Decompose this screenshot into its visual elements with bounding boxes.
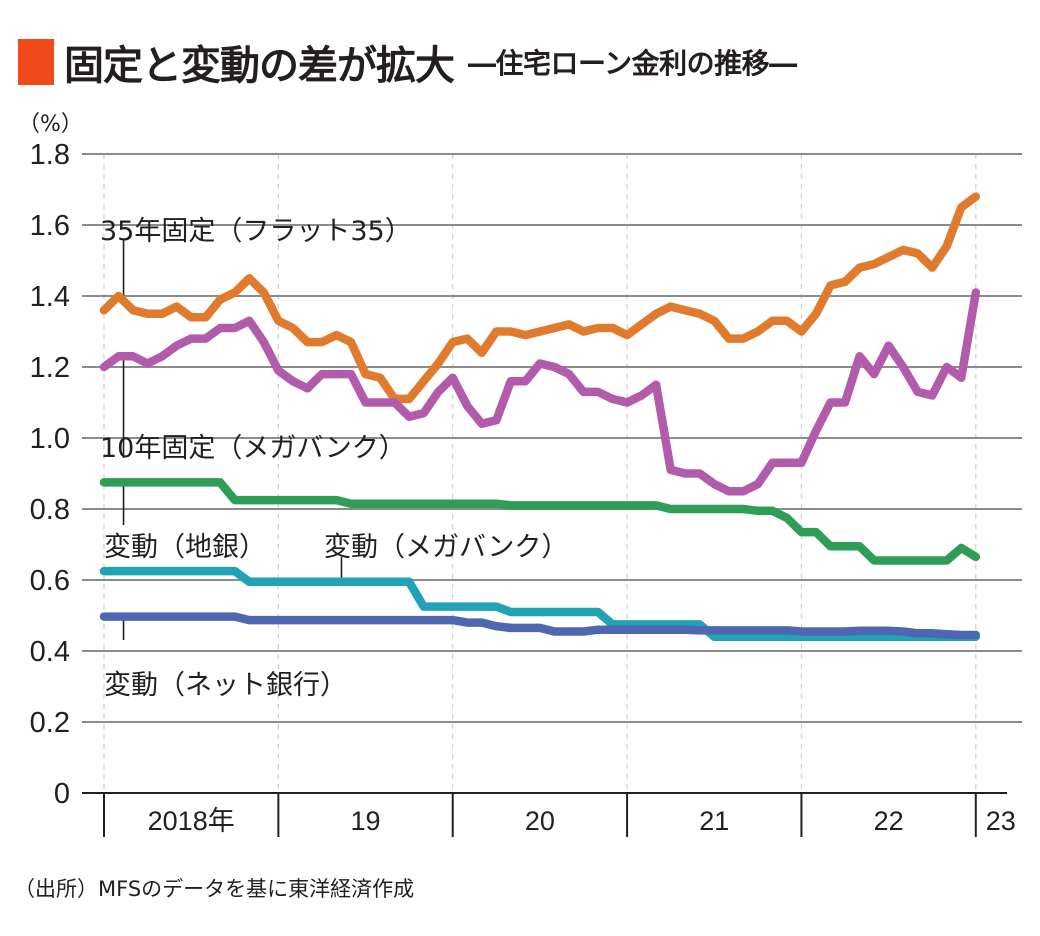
y-tick-label: 0 bbox=[54, 778, 70, 810]
x-tick-label: 20 bbox=[525, 806, 555, 836]
series-line-1 bbox=[99, 192, 981, 404]
series-label: 変動（地銀） bbox=[104, 532, 266, 563]
y-tick-label: 1.6 bbox=[30, 210, 70, 242]
x-tick-label: 22 bbox=[874, 806, 904, 836]
source-note: （出所）MFSのデータを基に東洋経済作成 bbox=[14, 877, 415, 901]
y-tick-label: 0.2 bbox=[30, 707, 70, 739]
x-tick-label: 23 bbox=[986, 806, 1016, 836]
series-line-3 bbox=[99, 478, 981, 565]
y-tick-label: 0.4 bbox=[30, 636, 70, 668]
chart-title: 固定と変動の差が拡大 bbox=[64, 43, 455, 89]
x-tick-label: 21 bbox=[699, 806, 729, 836]
x-tick-label: 2018年 bbox=[148, 806, 235, 836]
series-line-4 bbox=[99, 566, 981, 642]
y-tick-label: 1.2 bbox=[30, 352, 70, 384]
chart-title-block: 固定と変動の差が拡大 ―住宅ローン金利の推移― bbox=[18, 38, 797, 89]
y-tick-label: 1.8 bbox=[30, 139, 70, 171]
x-tick-label: 19 bbox=[351, 806, 381, 836]
y-tick-label: 1.4 bbox=[30, 281, 70, 313]
title-accent-square bbox=[18, 39, 54, 85]
series-line-2 bbox=[99, 288, 981, 496]
y-tick-label: 0.6 bbox=[30, 565, 70, 597]
y-tick-label: 1.0 bbox=[30, 423, 70, 455]
series-label: 変動（ネット銀行） bbox=[104, 670, 347, 701]
series-label: 変動（メガバンク） bbox=[324, 532, 568, 563]
y-axis-unit-label: （%） bbox=[18, 112, 83, 137]
series-label: 10年固定（メガバンク） bbox=[100, 433, 406, 464]
series-line-5 bbox=[99, 612, 981, 640]
y-tick-label: 0.8 bbox=[30, 494, 70, 526]
chart-subtitle: ―住宅ローン金利の推移― bbox=[468, 47, 797, 80]
series-label: 35年固定（フラット35） bbox=[100, 216, 412, 247]
